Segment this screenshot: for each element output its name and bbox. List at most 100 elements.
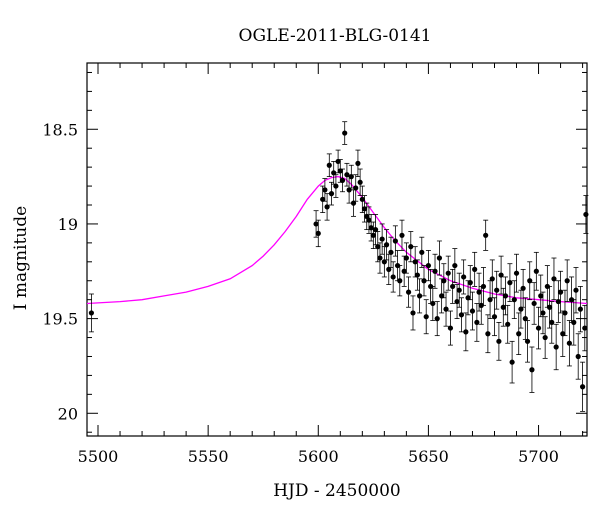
point-marker: [432, 268, 438, 274]
y-tick-label: 20: [58, 404, 78, 423]
point-marker: [463, 329, 469, 335]
point-marker: [361, 206, 368, 212]
point-marker: [540, 310, 546, 316]
data-point: [419, 236, 425, 268]
point-marker: [562, 310, 568, 316]
point-marker: [401, 268, 407, 274]
data-point: [403, 242, 409, 274]
data-point: [401, 255, 407, 287]
data-point: [531, 282, 537, 325]
data-point: [324, 193, 330, 221]
point-marker: [546, 304, 553, 310]
data-point: [480, 267, 487, 306]
point-marker: [531, 300, 537, 307]
data-point: [491, 297, 498, 337]
point-marker: [408, 244, 414, 250]
point-marker: [502, 293, 509, 299]
data-point: [571, 299, 577, 346]
point-marker: [467, 280, 473, 286]
point-marker: [483, 232, 489, 238]
point-marker: [494, 287, 500, 293]
point-marker: [476, 289, 482, 295]
data-point: [494, 270, 500, 310]
data-point: [456, 272, 462, 308]
data-point: [326, 153, 332, 178]
point-marker: [511, 297, 517, 303]
point-marker: [423, 314, 429, 320]
point-marker: [328, 191, 335, 197]
data-point: [469, 291, 476, 331]
point-marker: [447, 325, 454, 331]
point-marker: [522, 316, 528, 322]
point-marker: [489, 276, 495, 282]
data-point: [461, 259, 467, 295]
point-marker: [377, 255, 383, 261]
point-marker: [516, 331, 522, 337]
point-marker: [577, 306, 583, 312]
point-marker: [350, 200, 357, 206]
data-point: [337, 159, 343, 183]
x-tick-label: 5650: [408, 447, 449, 466]
point-marker: [480, 283, 487, 290]
data-point: [383, 229, 390, 261]
point-marker: [450, 283, 456, 290]
data-point: [583, 195, 589, 234]
point-marker: [357, 179, 363, 185]
data-point: [564, 259, 570, 302]
point-marker: [326, 162, 332, 168]
data-point: [551, 257, 557, 301]
data-point: [408, 231, 414, 263]
data-point: [379, 223, 385, 255]
data-point: [529, 346, 535, 393]
data-point: [423, 299, 429, 335]
data-point: [410, 295, 416, 331]
point-marker: [390, 274, 396, 280]
plot-frame: [86, 62, 588, 437]
y-tick-label: 19.5: [42, 310, 78, 329]
point-marker: [436, 255, 443, 261]
point-marker: [333, 183, 339, 189]
data-point: [412, 246, 418, 278]
data-point: [386, 253, 392, 285]
point-marker: [366, 217, 372, 223]
data-point: [399, 219, 405, 251]
point-marker: [498, 272, 504, 278]
data-point: [425, 250, 432, 282]
point-marker: [549, 319, 555, 325]
data-point: [560, 310, 566, 357]
point-marker: [472, 266, 478, 272]
y-tick-label: 18.5: [42, 120, 78, 139]
data-point: [577, 286, 583, 333]
data-point: [483, 219, 489, 251]
point-marker: [331, 170, 337, 176]
point-marker: [410, 310, 416, 316]
point-marker: [551, 276, 557, 282]
x-tick-label: 5700: [518, 447, 559, 466]
data-point: [485, 314, 491, 354]
point-marker: [505, 321, 511, 327]
point-marker: [324, 204, 330, 210]
data-point: [542, 316, 548, 359]
point-marker: [397, 278, 403, 284]
data-point: [432, 253, 438, 289]
point-marker: [458, 312, 465, 318]
point-marker: [322, 187, 328, 193]
data-point: [555, 280, 561, 323]
point-marker: [553, 344, 559, 350]
point-marker: [359, 196, 365, 202]
point-marker: [383, 242, 390, 248]
data-point: [439, 278, 445, 314]
point-marker: [346, 187, 352, 193]
y-axis: 18.5 19 19.5 20: [42, 71, 587, 433]
data-point: [513, 253, 520, 293]
data-points-group: [88, 121, 589, 412]
data-point: [487, 280, 493, 320]
data-point: [533, 251, 539, 291]
data-point: [355, 149, 361, 178]
point-marker: [313, 221, 319, 227]
point-marker: [441, 278, 447, 284]
point-marker: [500, 304, 506, 310]
data-point: [390, 261, 396, 293]
data-point: [527, 261, 533, 301]
